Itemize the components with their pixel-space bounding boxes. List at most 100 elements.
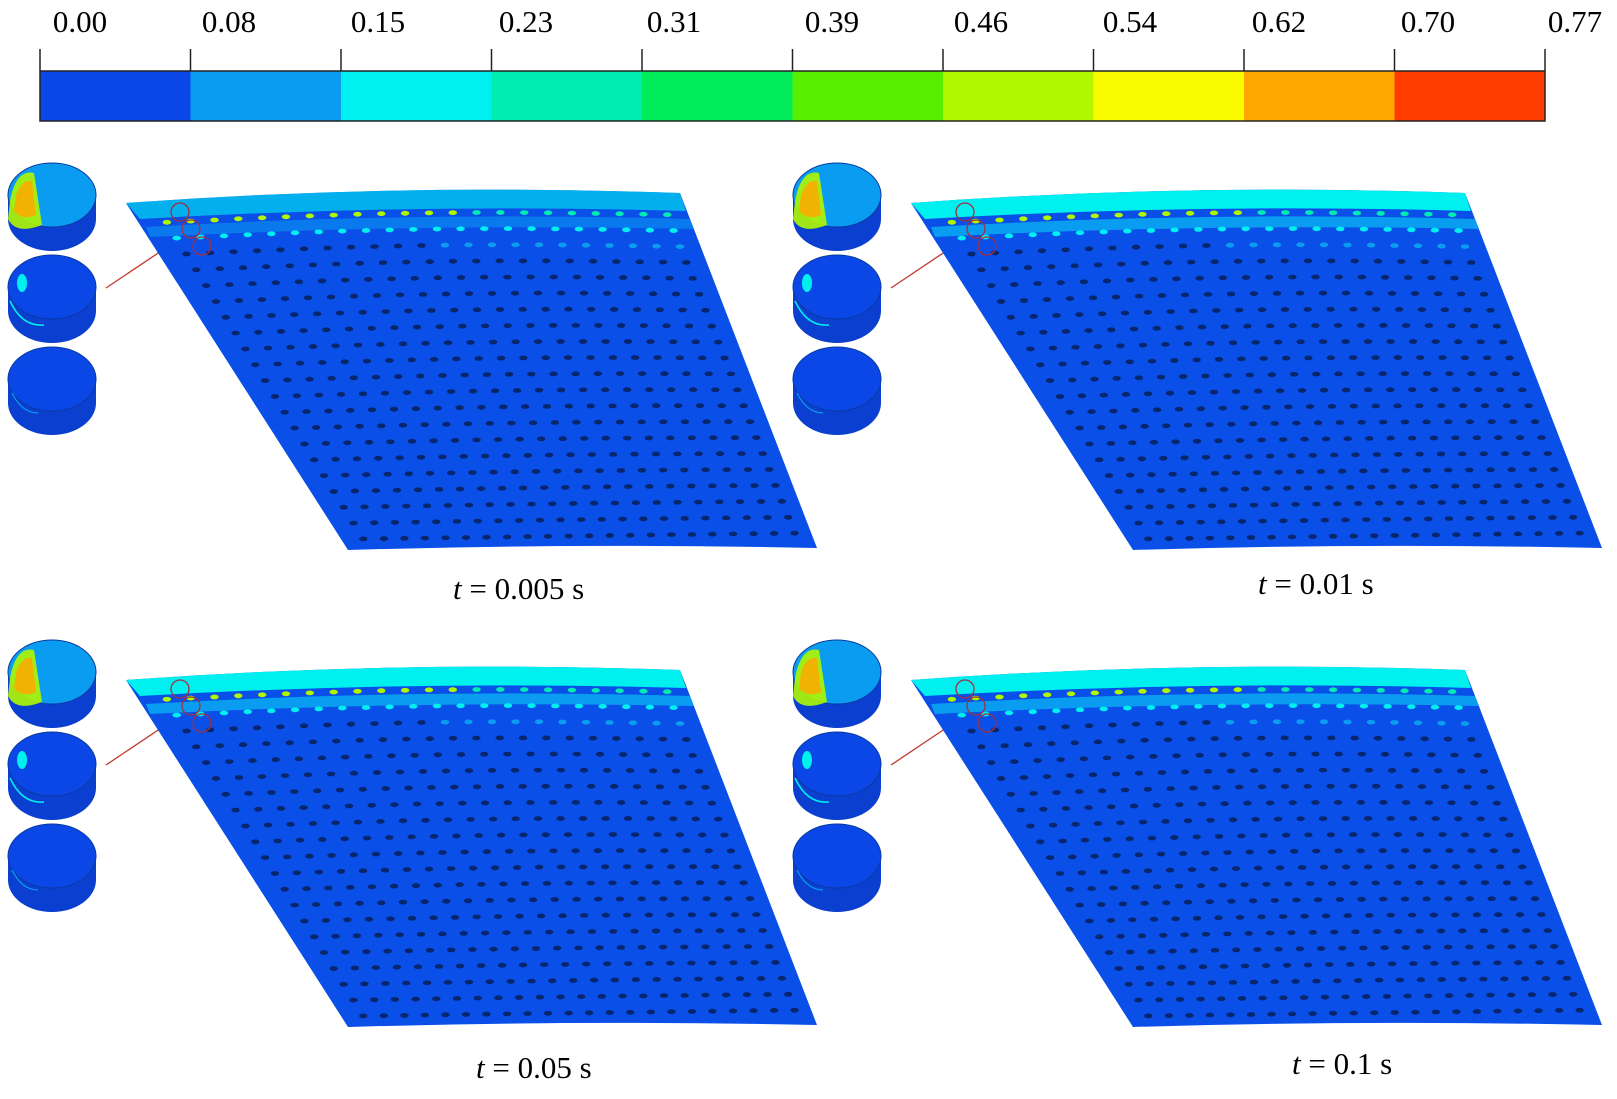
hole <box>1143 309 1152 315</box>
hole <box>1327 404 1337 409</box>
hole <box>526 274 535 280</box>
hole <box>996 776 1006 781</box>
edge-band <box>911 189 1471 219</box>
hole <box>390 997 400 1002</box>
colorbar-tick-label: 0.54 <box>1102 4 1158 39</box>
hole <box>1037 248 1047 254</box>
hole <box>1253 865 1263 871</box>
hole <box>597 517 607 522</box>
hole <box>243 709 252 715</box>
puck-contour <box>794 300 830 326</box>
hole <box>1520 499 1530 505</box>
hole <box>1097 902 1106 907</box>
hole <box>1231 389 1241 394</box>
hole <box>1274 946 1283 952</box>
hole <box>1058 838 1067 844</box>
hole <box>489 946 498 952</box>
hole <box>211 776 221 781</box>
hole <box>652 243 661 249</box>
colorbar-segment <box>341 71 492 121</box>
hole <box>1537 912 1546 917</box>
hole <box>1185 1013 1194 1018</box>
hole <box>707 800 716 806</box>
hole <box>281 214 291 220</box>
hole <box>1075 425 1084 431</box>
hole <box>1357 896 1366 902</box>
hole <box>1469 323 1479 329</box>
puck-contour <box>794 777 830 803</box>
hole <box>380 867 390 873</box>
hole <box>585 1010 594 1016</box>
hole <box>1330 452 1339 458</box>
hole <box>1413 720 1423 726</box>
hole <box>480 274 489 280</box>
hole <box>1313 420 1323 426</box>
hole <box>464 502 474 508</box>
hole <box>548 978 557 984</box>
hole <box>1486 467 1495 473</box>
hole <box>1108 245 1117 251</box>
hole <box>610 500 620 506</box>
hole <box>1155 721 1164 726</box>
colorbar-segment <box>642 71 793 121</box>
hole <box>1460 721 1470 726</box>
hole <box>662 800 671 806</box>
hole <box>549 848 558 854</box>
hole <box>514 518 524 523</box>
hole <box>1275 388 1285 394</box>
hole <box>243 232 252 238</box>
hole <box>1556 960 1565 965</box>
hole <box>290 425 299 431</box>
hole <box>252 725 262 731</box>
hole <box>503 323 512 329</box>
hole <box>1476 339 1485 345</box>
hole <box>295 837 305 843</box>
hole <box>1183 422 1193 428</box>
hole <box>646 532 655 538</box>
hole <box>1408 912 1417 918</box>
hole <box>495 784 505 789</box>
hole <box>452 356 461 362</box>
hole <box>646 1009 655 1015</box>
hole <box>616 800 626 805</box>
hole <box>947 696 957 702</box>
hole <box>763 515 772 520</box>
hole <box>429 915 438 921</box>
hole <box>1379 800 1388 805</box>
hole <box>400 536 409 541</box>
hole <box>460 849 469 855</box>
hole <box>433 405 442 411</box>
hole <box>1474 387 1483 393</box>
hole <box>1177 964 1187 970</box>
hole <box>630 928 639 934</box>
hole <box>673 499 682 505</box>
hole <box>433 882 442 888</box>
colorbar-strip <box>39 49 1546 122</box>
hole <box>1437 880 1446 886</box>
hole <box>1084 246 1094 252</box>
hole <box>790 1007 799 1013</box>
hole <box>1569 514 1578 520</box>
hole <box>1028 709 1037 715</box>
hole <box>631 355 640 360</box>
hole <box>742 515 751 521</box>
hole <box>1430 864 1439 870</box>
hole <box>1443 944 1453 950</box>
hole <box>571 323 580 328</box>
hole <box>1458 403 1468 409</box>
hole <box>586 403 595 409</box>
hole <box>616 323 626 328</box>
hole <box>1258 518 1267 524</box>
hole <box>1099 869 1109 875</box>
hole <box>1080 837 1090 843</box>
hole <box>750 483 759 488</box>
hole <box>283 377 292 383</box>
hole <box>221 791 230 797</box>
hole <box>1371 403 1380 409</box>
hole <box>1174 883 1184 889</box>
hole <box>1253 388 1263 394</box>
hole <box>244 314 253 319</box>
hole <box>1460 244 1470 249</box>
hole <box>591 688 600 693</box>
hole <box>1311 274 1320 280</box>
